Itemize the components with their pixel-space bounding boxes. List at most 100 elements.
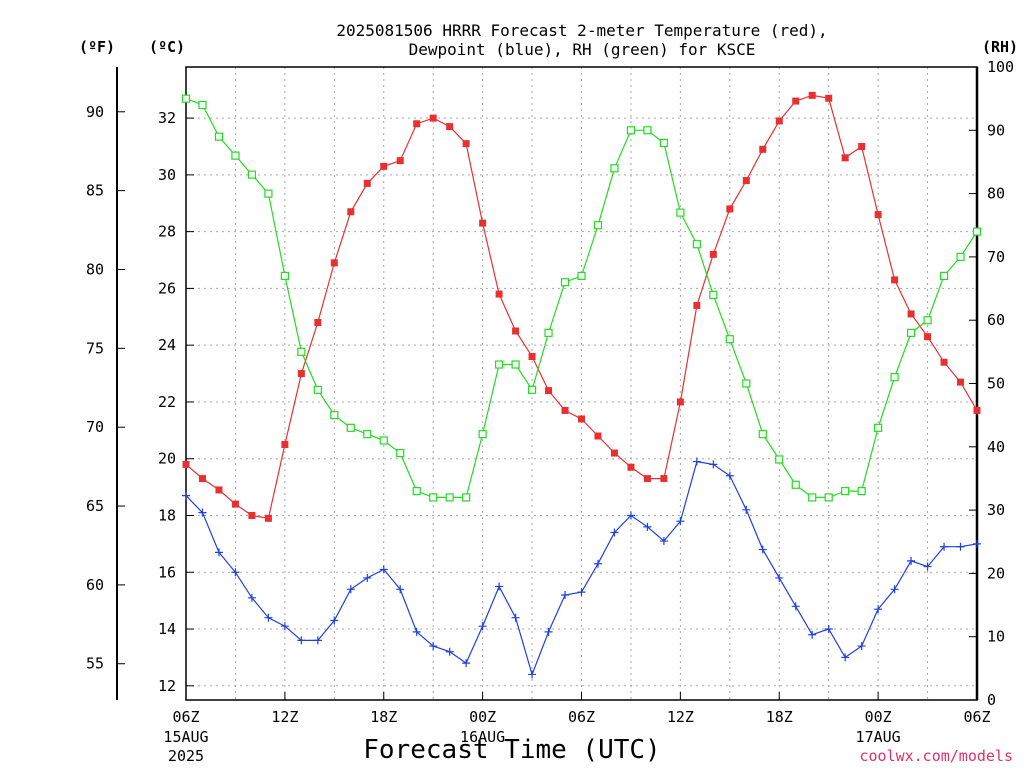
rh-point [231, 151, 240, 160]
chart-title-line1: 2025081506 HRRR Forecast 2-meter Tempera… [336, 21, 827, 40]
temperature-point [775, 117, 783, 125]
rh-point [692, 240, 701, 249]
celsius-tick-label: 26 [158, 279, 176, 297]
fahrenheit-tick-label: 85 [86, 182, 104, 200]
celsius-tick-label: 20 [158, 450, 176, 468]
rh-point [890, 373, 899, 382]
fahrenheit-tick-label: 80 [86, 260, 104, 278]
rh-point [544, 328, 553, 337]
time-tick-label: 06Z [963, 708, 990, 726]
rh-tick-label: 20 [987, 564, 1005, 582]
dewpoint-point [379, 565, 388, 574]
temperature-point [693, 301, 701, 309]
temperature-point [413, 120, 421, 128]
dewpoint-point [742, 505, 751, 514]
dewpoint-point [626, 511, 635, 520]
dewpoint-point [280, 622, 289, 631]
celsius-tick-label: 12 [158, 677, 176, 695]
dewpoint-point [940, 542, 949, 551]
dewpoint-point [511, 613, 520, 622]
dewpoint-point [791, 602, 800, 611]
celsius-tick-label: 32 [158, 109, 176, 127]
rh-point [626, 126, 636, 135]
dewpoint-point [610, 528, 619, 537]
temperature-point [182, 460, 190, 468]
temperature-series [182, 91, 981, 522]
time-tick-label: 18Z [766, 708, 793, 726]
rh-point [280, 271, 289, 280]
temperature-point [314, 318, 322, 326]
temperature-point [396, 157, 404, 165]
rh-tick-label: 10 [987, 628, 1005, 646]
celsius-tick-label: 14 [158, 620, 176, 638]
dewpoint-point [577, 588, 586, 597]
temperature-point [264, 514, 272, 522]
temperature-point [825, 94, 833, 102]
temperature-point [676, 398, 684, 406]
time-tick-label: 06Z [172, 708, 199, 726]
dewpoint-point [593, 559, 602, 568]
rh-point [956, 252, 965, 261]
temperature-point [940, 358, 948, 366]
rh-point [725, 335, 734, 344]
rh-point [560, 278, 570, 287]
temperature-point [479, 219, 487, 227]
rh-point [363, 430, 372, 439]
dewpoint-point [874, 605, 883, 614]
fahrenheit-axis-ticks: 55 60 65 70 75 80 85 90 [86, 103, 125, 673]
rh-point [709, 290, 718, 299]
rh-point [214, 132, 224, 141]
dewpoint-point [495, 582, 504, 591]
rh-point [313, 385, 322, 394]
temperature-point [792, 97, 800, 105]
dewpoint-point [659, 537, 668, 546]
dewpoint-point [429, 642, 438, 651]
time-tick-label: 06Z [568, 708, 595, 726]
rh-tick-label: 90 [987, 121, 1005, 139]
dewpoint-point [561, 590, 570, 599]
time-tick-label: 00Z [865, 708, 892, 726]
temperature-point [380, 162, 388, 170]
rh-point [939, 271, 949, 280]
temperature-point [231, 500, 239, 508]
dewpoint-point [313, 636, 322, 645]
rh-point [247, 170, 257, 179]
rh-point [775, 455, 784, 464]
fahrenheit-tick-label: 55 [86, 655, 104, 673]
plot-frame [185, 66, 978, 701]
rh-point [643, 126, 652, 135]
dewpoint-point [182, 491, 190, 500]
celsius-axis-ticks: 12 14 16 18 20 22 24 26 28 30 32 [158, 109, 194, 695]
rh-tick-label: 50 [987, 375, 1005, 393]
rh-point [396, 449, 405, 458]
grid-lines [186, 67, 977, 700]
dewpoint-point [709, 460, 718, 469]
rh-point [791, 480, 800, 489]
rh-point [874, 423, 883, 432]
rh-point [330, 411, 339, 420]
temperature-point [578, 415, 585, 423]
dewpoint-point [528, 670, 537, 679]
dewpoint-point [412, 627, 421, 636]
temperature-point [709, 250, 717, 258]
dewpoint-point [857, 642, 866, 651]
temperature-point [957, 378, 965, 386]
rh-point [808, 493, 817, 502]
rh-point [511, 360, 520, 369]
rh-series [181, 94, 982, 502]
temperature-point [198, 475, 206, 483]
chart-title-line2: Dewpoint (blue), RH (green) for KSCE [409, 40, 756, 59]
temperature-point [643, 475, 651, 483]
dewpoint-point [214, 548, 223, 557]
rh-point [857, 487, 866, 496]
temperature-point [462, 140, 470, 148]
rh-point [346, 423, 355, 432]
rh-unit-label: (RH) [982, 38, 1018, 56]
dewpoint-series [182, 457, 981, 679]
credit-text: coolwx.com/models [859, 747, 1013, 765]
time-date-label: 15AUG [163, 728, 208, 746]
temperature-point [907, 310, 915, 318]
temperature-point [281, 441, 289, 449]
temperature-point [858, 142, 866, 150]
